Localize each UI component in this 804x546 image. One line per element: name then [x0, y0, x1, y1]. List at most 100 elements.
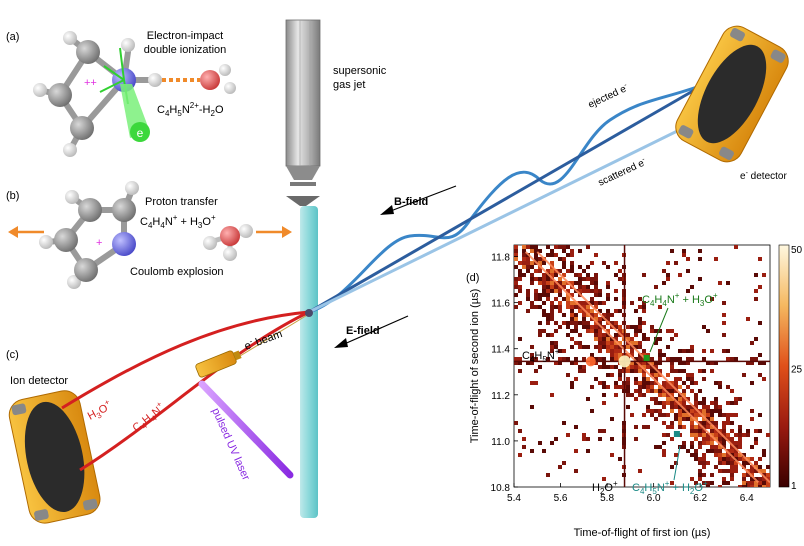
- heatmap-cell: [530, 305, 534, 309]
- heatmap-cell: [638, 357, 642, 361]
- heatmap-cell: [610, 313, 614, 317]
- heatmap-cell: [670, 337, 674, 341]
- heatmap-cell: [566, 269, 570, 273]
- heatmap-cell: [690, 373, 694, 377]
- efield-arrow: [341, 315, 409, 346]
- heatmap-cell: [606, 337, 610, 341]
- heatmap-cell: [698, 401, 702, 405]
- heatmap-cell: [638, 361, 642, 365]
- heatmap-cell: [530, 273, 534, 277]
- heatmap-cell: [558, 301, 562, 305]
- heatmap-cell: [686, 377, 690, 381]
- heatmap-cell: [722, 425, 726, 429]
- molecule-b: +: [8, 181, 292, 289]
- panel-b-tag: (b): [6, 190, 19, 202]
- heatmap-cell: [758, 481, 762, 485]
- heatmap-cell: [662, 381, 666, 385]
- heatmap-cell: [654, 397, 658, 401]
- heatmap-cell: [714, 409, 718, 413]
- heatmap-cell: [686, 269, 690, 273]
- heatmap-cell: [618, 325, 622, 329]
- heatmap-cell: [546, 281, 550, 285]
- heatmap-cell: [642, 425, 646, 429]
- heatmap-cell: [718, 429, 722, 433]
- heatmap-cell: [606, 297, 610, 301]
- heatmap-cell: [562, 349, 566, 353]
- heatmap-cell: [658, 305, 662, 309]
- heatmap-cell: [678, 413, 682, 417]
- x-tick-labels: 5.4 5.6 5.8 6.0 6.2 6.4: [507, 493, 754, 504]
- heatmap-cell: [730, 473, 734, 477]
- heatmap-cell: [526, 293, 530, 297]
- heatmap-cell: [714, 361, 718, 365]
- heatmap-cell: [562, 313, 566, 317]
- heatmap-cell: [638, 385, 642, 389]
- heatmap-cell: [626, 333, 630, 337]
- heatmap-cell: [710, 473, 714, 477]
- heatmap-cell: [634, 381, 638, 385]
- heatmap-cell: [662, 393, 666, 397]
- heatmap-cell: [726, 421, 730, 425]
- heatmap-cell: [734, 413, 738, 417]
- heatmap-cell: [742, 457, 746, 461]
- heatmap-cell: [738, 445, 742, 449]
- panel-b-title: Proton transfer: [145, 196, 218, 208]
- heatmap-cell: [726, 481, 730, 485]
- heatmap-cell: [754, 485, 758, 487]
- heatmap-cell: [702, 377, 706, 381]
- heatmap-cell: [570, 293, 574, 297]
- ejected-electron-path: [308, 84, 701, 314]
- oxygen-atom: [200, 70, 220, 90]
- heatmap-cell: [566, 321, 570, 325]
- heatmap-cell: [650, 373, 654, 377]
- heatmap-cell: [670, 361, 674, 365]
- heatmap-cell: [574, 469, 578, 473]
- heatmap-cell: [690, 381, 694, 385]
- panel-b-reaction: C4H4N+ + H3O+: [140, 213, 216, 230]
- heatmap-cell: [730, 457, 734, 461]
- heatmap-cell: [590, 313, 594, 317]
- heatmap-cell: [570, 253, 574, 257]
- heatmap-cell: [654, 377, 658, 381]
- heatmap-cell: [586, 273, 590, 277]
- heatmap-cell: [670, 397, 674, 401]
- heatmap-cell: [690, 421, 694, 425]
- heatmap-cell: [602, 385, 606, 389]
- heatmap-cell: [682, 253, 686, 257]
- electron-trajectories: [308, 82, 721, 314]
- heatmap-cell: [530, 245, 534, 249]
- heatmap-cell: [670, 357, 674, 361]
- heatmap-cell: [558, 257, 562, 261]
- heatmap-cell: [546, 277, 550, 281]
- heatmap-cell: [594, 333, 598, 337]
- heatmap-cell: [694, 417, 698, 421]
- heatmap-cell: [650, 389, 654, 393]
- colorbar: [778, 244, 790, 488]
- heatmap-cell: [538, 257, 542, 261]
- heatmap-cell: [738, 429, 742, 433]
- heatmap-cell: [678, 369, 682, 373]
- heatmap-cell: [702, 349, 706, 353]
- heatmap-cell: [594, 305, 598, 309]
- heatmap-cell: [666, 389, 670, 393]
- heatmap-cell: [626, 385, 630, 389]
- heatmap-cell: [626, 381, 630, 385]
- heatmap-cell: [654, 285, 658, 289]
- heatmap-cell: [522, 265, 526, 269]
- heatmap-cell: [594, 253, 598, 257]
- heatmap-cell: [602, 429, 606, 433]
- heatmap-cell: [678, 433, 682, 437]
- annot-c4h4n-h3o: C4H4N+ + H3O+: [642, 291, 718, 308]
- heatmap-cell: [538, 249, 542, 253]
- charge-label-b: +: [96, 237, 102, 249]
- heatmap-cell: [614, 325, 618, 329]
- heatmap-cell: [738, 437, 742, 441]
- heatmap-cell: [594, 277, 598, 281]
- heatmap-cell: [638, 305, 642, 309]
- heatmap-cell: [710, 433, 714, 437]
- heatmap-cell: [578, 365, 582, 369]
- heatmap-cell: [606, 313, 610, 317]
- heatmap-cell: [614, 349, 618, 353]
- heatmap-cell: [570, 329, 574, 333]
- heatmap-cell: [634, 365, 638, 369]
